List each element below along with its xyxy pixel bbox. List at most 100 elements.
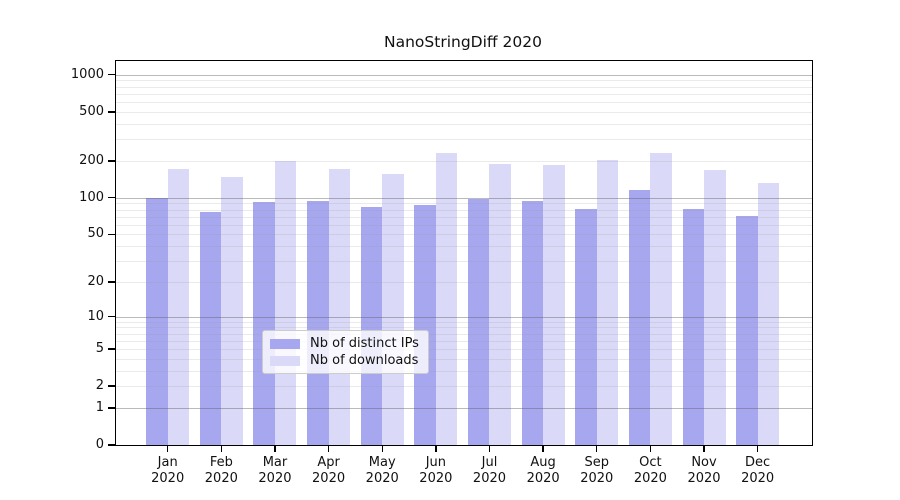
y-tick-label: 100 — [79, 189, 104, 205]
x-tick-label: Mar 2020 — [258, 455, 292, 486]
y-tick — [108, 160, 115, 162]
y-tick — [108, 407, 115, 409]
bar-distinct-ips-mar — [253, 201, 275, 445]
y-tick-label: 500 — [79, 103, 104, 119]
bar-distinct-ips-feb — [199, 211, 222, 445]
bar-distinct-ips-dec — [736, 215, 758, 445]
x-tick — [274, 445, 276, 452]
y-tick — [108, 444, 115, 446]
x-tick-label: Nov 2020 — [687, 455, 721, 486]
y-tick — [108, 348, 115, 350]
gridline-minor — [116, 139, 812, 141]
legend-entry-downloads: Nb of downloads — [270, 353, 419, 368]
x-tick-label: Apr 2020 — [312, 455, 346, 486]
gridline-minor — [116, 321, 812, 323]
y-tick-label: 200 — [79, 152, 104, 168]
plot-area: 0 1 2 5 10 20 50 100 200 500 1000 Jan 2020 Feb 2020 M… — [71, 60, 813, 486]
y-tick-label: 5 — [95, 340, 104, 356]
x-tick-label: Oct 2020 — [633, 455, 667, 486]
bar-distinct-ips-jan — [146, 198, 168, 445]
y-tick — [108, 197, 115, 199]
legend-label-ips: Nb of distinct IPs — [310, 336, 419, 351]
gridline-minor — [116, 224, 812, 226]
gridline-minor — [116, 340, 812, 342]
y-tick-label: 2 — [95, 378, 104, 394]
y-tick — [108, 111, 115, 113]
bar-downloads-may — [382, 174, 404, 445]
gridline-minor — [116, 216, 812, 218]
legend: Nb of distinct IPs Nb of downloads — [262, 330, 429, 374]
bar-downloads-oct — [650, 153, 672, 445]
gridline-major — [116, 316, 812, 318]
bar-downloads-sep — [596, 160, 619, 445]
x-tick — [542, 445, 544, 452]
x-tick-label: Sep 2020 — [580, 455, 614, 486]
x-tick-label: Dec 2020 — [741, 455, 775, 486]
bar-downloads-nov — [704, 169, 726, 445]
x-tick-label: Aug 2020 — [526, 455, 560, 486]
x-tick — [596, 445, 598, 452]
bar-downloads-jun — [435, 152, 458, 445]
bar-distinct-ips-jun — [414, 205, 436, 445]
bar-downloads-aug — [543, 164, 565, 445]
gridline-minor — [116, 234, 812, 236]
bar-distinct-ips-aug — [521, 200, 544, 445]
gridline-minor — [116, 86, 812, 88]
bar-downloads-dec — [757, 183, 780, 445]
gridline-minor — [116, 93, 812, 95]
gridline-minor — [116, 160, 812, 162]
legend-swatch-downloads — [270, 355, 300, 366]
gridline-minor — [116, 111, 812, 113]
gridline-major — [116, 197, 812, 199]
gridline-major — [116, 74, 812, 76]
x-tick — [381, 445, 383, 452]
bar-distinct-ips-apr — [307, 200, 329, 445]
gridline-minor — [116, 209, 812, 211]
bar-distinct-ips-oct — [628, 189, 651, 445]
x-tick — [649, 445, 652, 452]
y-tick — [108, 281, 115, 283]
x-tick-label: Jan 2020 — [151, 455, 185, 486]
bar-downloads-apr — [328, 168, 351, 445]
legend-entry-distinct-ips: Nb of distinct IPs — [270, 336, 419, 351]
gridline-minor — [116, 386, 812, 388]
gridline-minor — [116, 348, 812, 350]
gridline-minor — [116, 102, 812, 104]
x-tick — [167, 445, 169, 452]
gridline-minor — [116, 260, 812, 262]
gridline-minor — [116, 370, 812, 372]
bar-distinct-ips-nov — [682, 208, 704, 445]
gridline-minor — [116, 203, 812, 205]
y-tick-label: 10 — [87, 308, 104, 324]
bar-distinct-ips-jul — [467, 198, 490, 445]
y-tick-label: 1 — [95, 399, 104, 415]
y-tick — [108, 74, 115, 76]
y-tick — [108, 385, 115, 387]
x-tick — [435, 445, 437, 452]
x-tick — [220, 445, 223, 452]
gridline-minor — [116, 333, 812, 335]
x-tick-label: Jun 2020 — [419, 455, 453, 486]
y-tick-label: 50 — [87, 226, 104, 242]
x-tick — [488, 445, 491, 452]
x-tick-label: May 2020 — [365, 455, 399, 486]
x-tick-label: Feb 2020 — [204, 455, 238, 486]
gridline-minor — [116, 246, 812, 247]
chart-title: NanoStringDiff 2020 — [384, 33, 542, 51]
bar-downloads-jan — [167, 168, 190, 445]
gridline-minor — [116, 327, 812, 329]
legend-swatch-ips — [270, 338, 300, 349]
gridline-minor — [116, 80, 812, 82]
y-tick-label: 1000 — [70, 66, 104, 82]
gridline-minor — [116, 281, 812, 283]
y-tick — [108, 315, 115, 318]
bar-distinct-ips-may — [360, 206, 383, 445]
legend-label-downloads: Nb of downloads — [310, 353, 419, 368]
x-tick — [703, 445, 705, 452]
y-tick-label: 0 — [95, 437, 104, 452]
bar-downloads-feb — [221, 176, 243, 445]
gridline-major — [116, 407, 812, 409]
gridline-minor — [116, 358, 812, 360]
bar-downloads-jul — [489, 164, 511, 445]
